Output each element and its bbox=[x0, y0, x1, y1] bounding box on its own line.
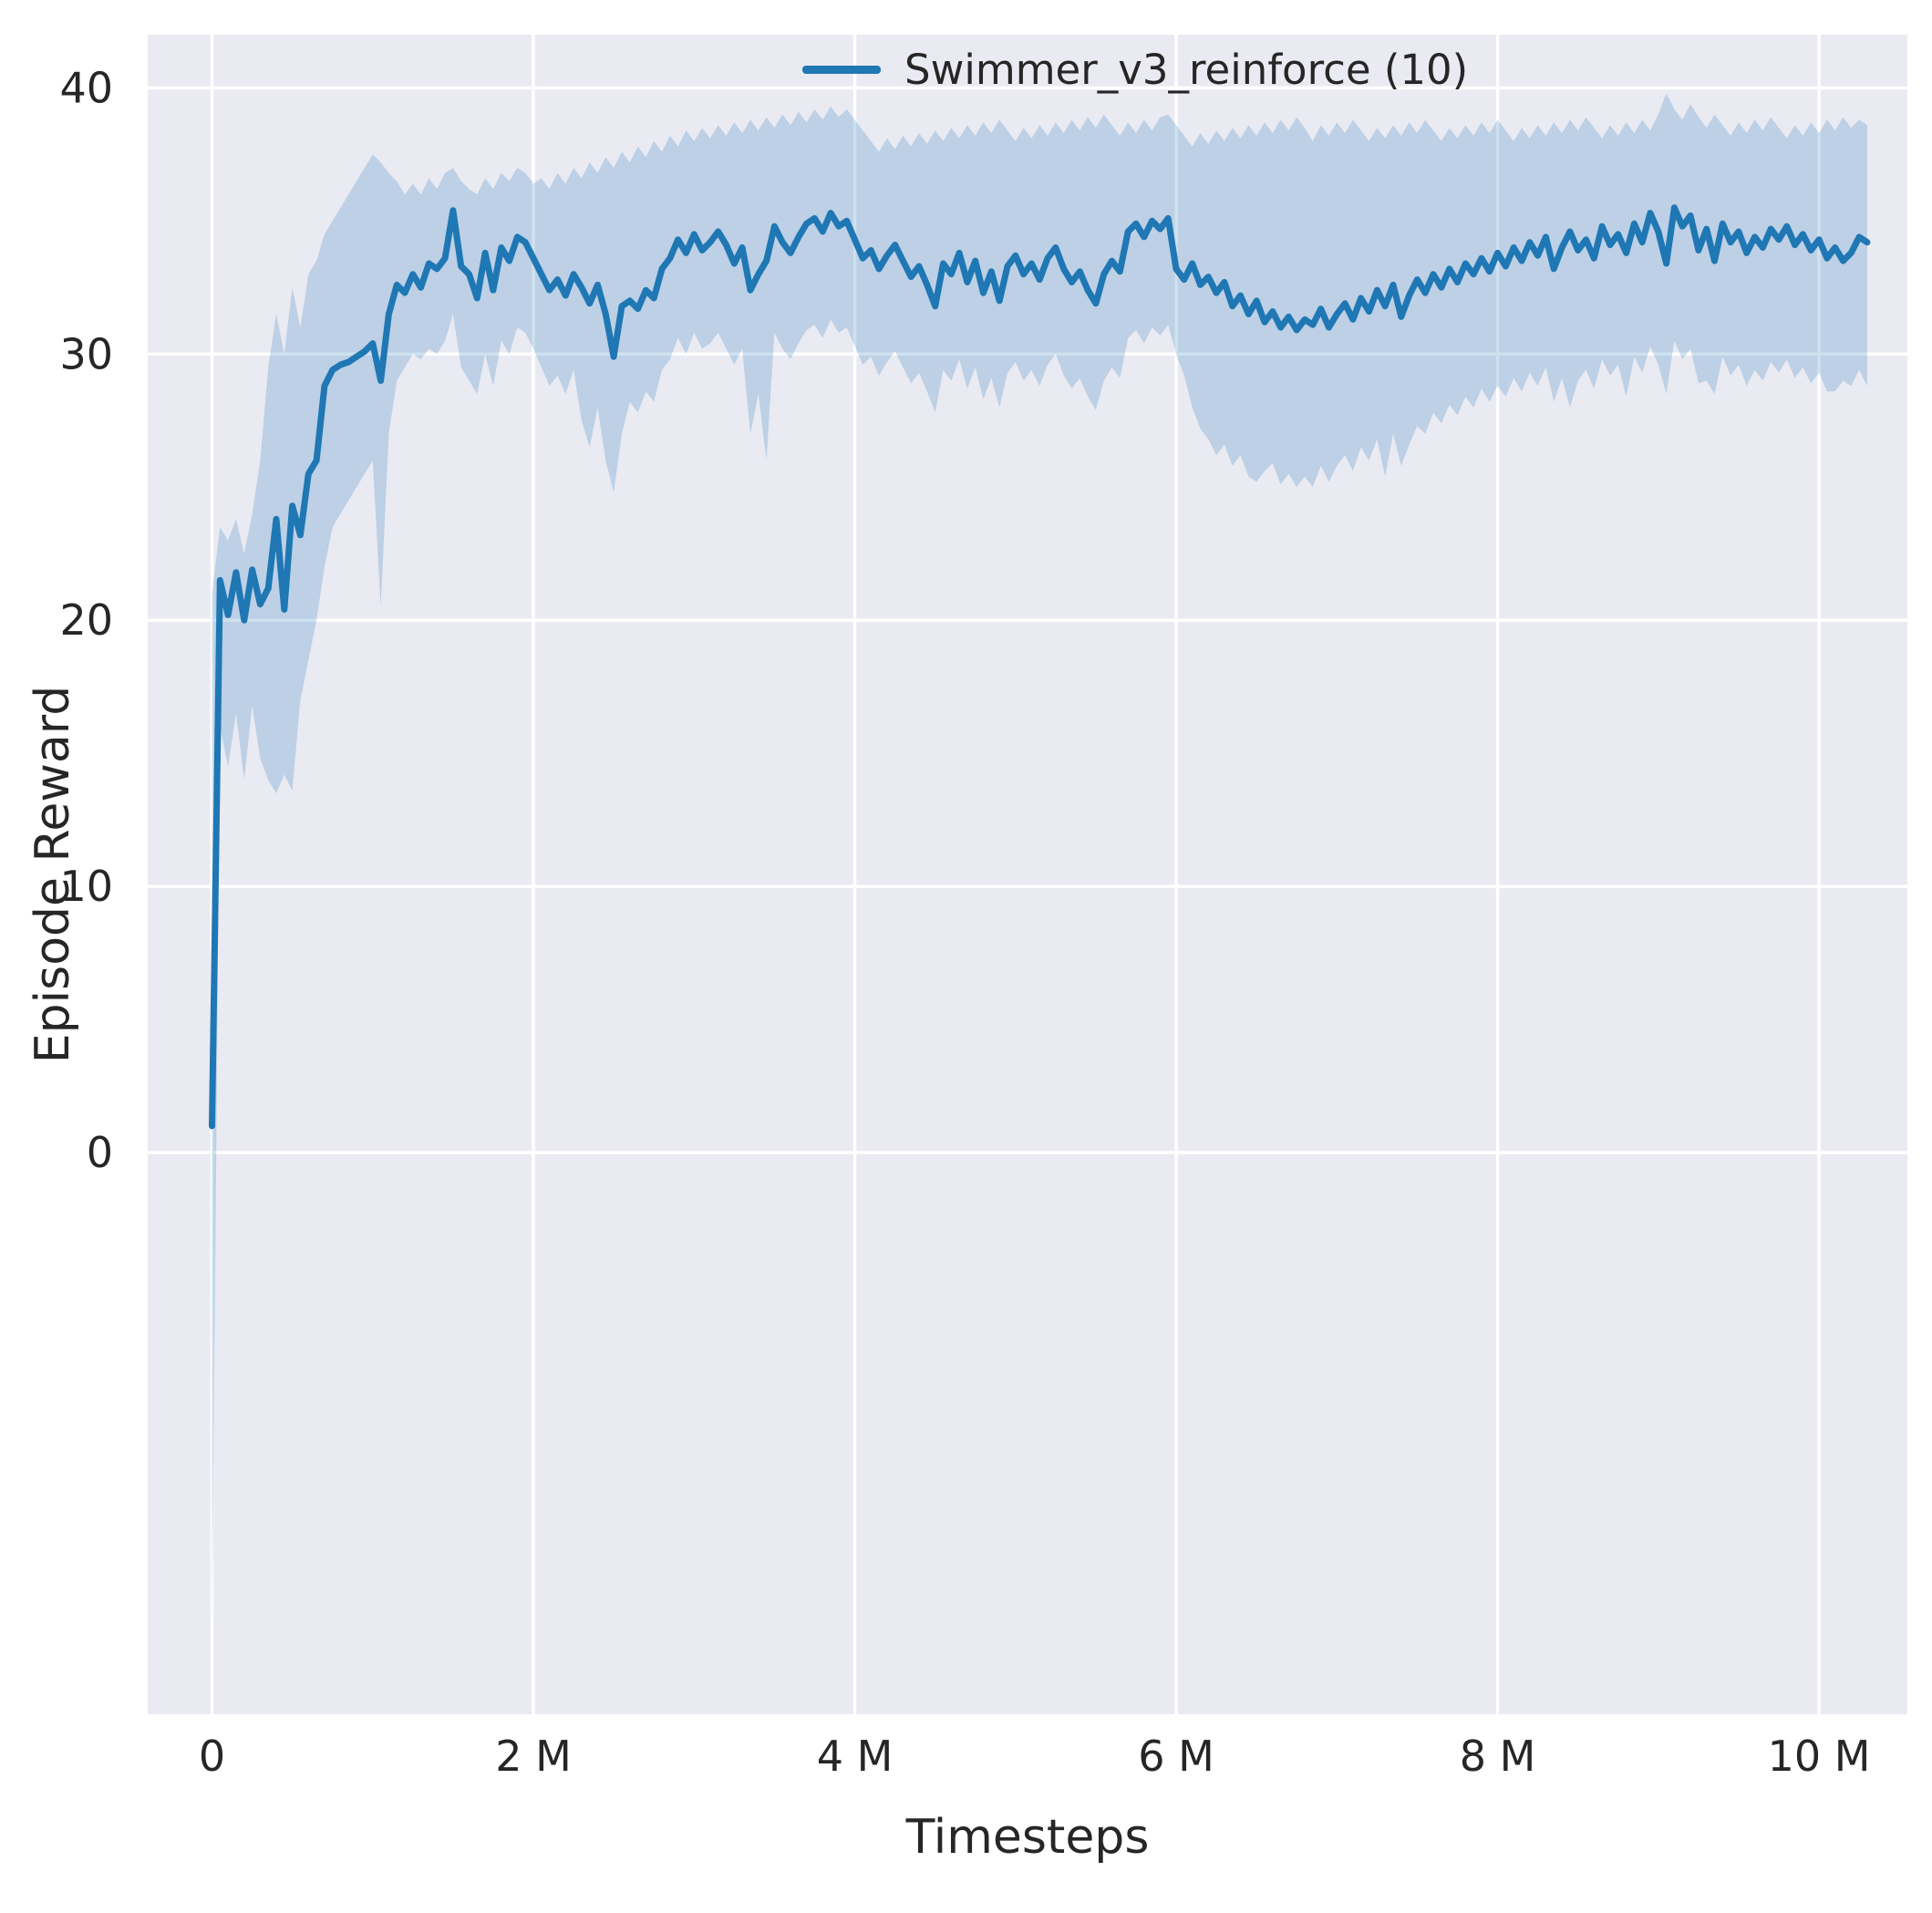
y-tick-label: 10 bbox=[59, 862, 113, 911]
mean-line bbox=[209, 204, 1871, 1130]
y-axis-label: Episode Reward bbox=[26, 685, 80, 1064]
plot-background bbox=[148, 35, 1907, 1714]
legend: Swimmer_v3_reinforce (10) bbox=[802, 46, 1468, 94]
x-tick-label: 10 M bbox=[1768, 1732, 1871, 1781]
x-tick-label: 0 bbox=[199, 1732, 225, 1781]
legend-label: Swimmer_v3_reinforce (10) bbox=[904, 46, 1469, 94]
x-tick-label: 2 M bbox=[495, 1732, 572, 1781]
x-axis-label: Timesteps bbox=[905, 1810, 1150, 1865]
x-tick-label: 8 M bbox=[1460, 1732, 1536, 1781]
y-tick-label: 20 bbox=[59, 595, 113, 645]
x-tick-label: 6 M bbox=[1138, 1732, 1214, 1781]
y-tick-label: 0 bbox=[87, 1128, 113, 1177]
y-tick-label: 40 bbox=[59, 63, 113, 112]
x-tick-label: 4 M bbox=[817, 1732, 894, 1781]
y-tick-label: 30 bbox=[59, 329, 113, 378]
legend-line-swatch bbox=[802, 66, 881, 74]
